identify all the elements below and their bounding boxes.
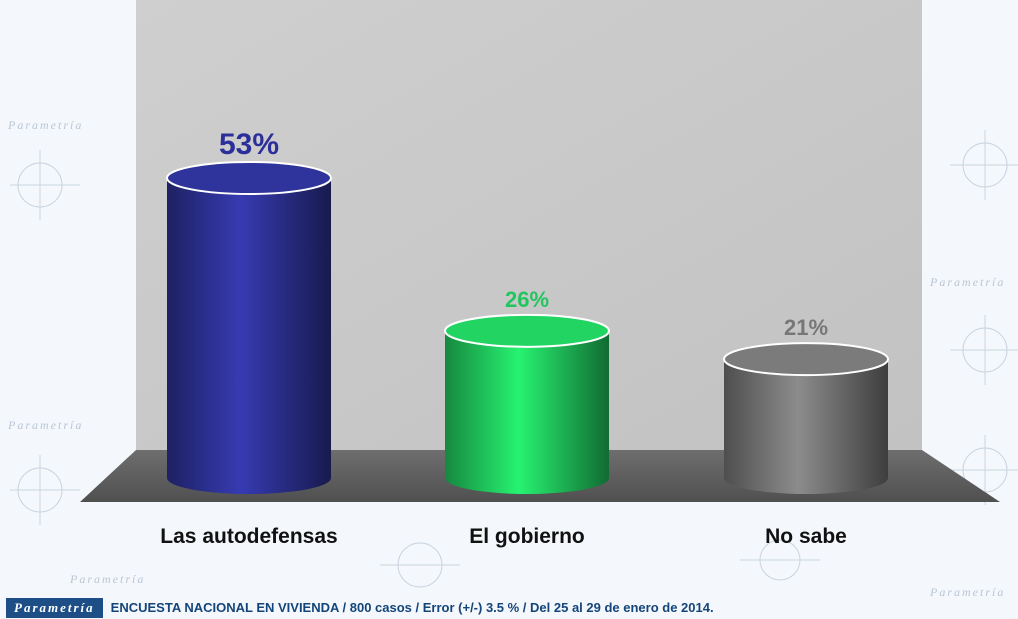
bar-0 [166,161,332,494]
category-label-1: El gobierno [469,525,585,548]
watermark-text-1: Parametría [8,118,84,132]
category-label-2: No sabe [765,525,847,548]
chart-footer: Parametría ENCUESTA NACIONAL EN VIVIENDA… [0,596,1018,619]
watermark-text-3: Parametría [930,275,1006,289]
bar-chart: 53% 26% 21% Las autodefensas El gobierno No … [80,0,1000,548]
value-label-0: 53% [219,128,279,161]
bar-1 [444,313,610,494]
bar-body-2 [724,359,888,494]
bar-top-0 [166,161,332,195]
brand-logo: Parametría [6,597,103,618]
watermark-text-4: Parametría [70,572,146,586]
source-note: ENCUESTA NACIONAL EN VIVIENDA / 800 caso… [110,600,714,615]
bar-body-0 [167,178,331,494]
watermark-text-2: Parametría [8,418,84,432]
category-label-0: Las autodefensas [160,525,337,548]
chart-back-wall [136,0,922,450]
bar-top-2 [723,342,889,377]
watermark-text-5: Parametría [930,585,1006,599]
value-label-1: 26% [505,287,549,312]
bar-top-1 [444,313,610,348]
value-label-2: 21% [784,315,828,340]
bar-2 [723,342,889,494]
bar-body-1 [445,330,609,494]
